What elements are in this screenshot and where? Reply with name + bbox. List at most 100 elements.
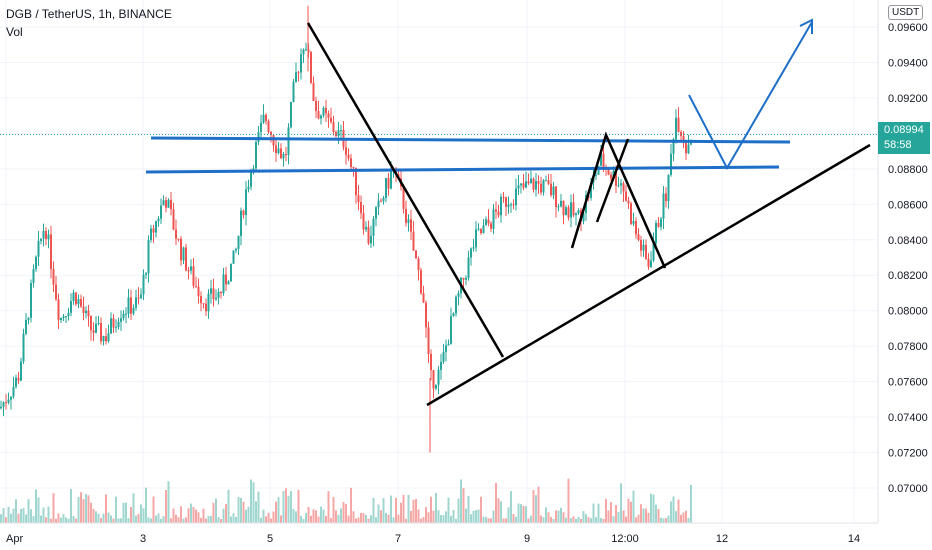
volume-bar: [30, 509, 32, 523]
volume-bar: [505, 518, 507, 523]
candle-body: [540, 183, 542, 193]
candle-body: [617, 185, 620, 187]
volume-bar: [375, 517, 377, 523]
volume-bar: [232, 513, 235, 523]
candle-body: [387, 178, 390, 189]
zigzag-pattern[interactable]: [570, 131, 667, 269]
volume-bar: [340, 508, 342, 523]
candle-body: [55, 284, 57, 300]
candle-body: [127, 297, 130, 314]
ascending-trendline[interactable]: [426, 143, 871, 407]
price-tick-label: 0.08800: [888, 164, 928, 176]
volume-bar: [307, 506, 310, 523]
candle-body: [267, 120, 270, 133]
volume-bar: [395, 497, 397, 523]
candle-body: [80, 299, 82, 307]
last-price-tag: 0.08994 58:58: [878, 122, 930, 154]
candle-body: [362, 213, 365, 230]
volume-bar: [460, 479, 462, 523]
candle-body: [140, 294, 142, 299]
projected-path[interactable]: [688, 21, 813, 171]
volume-bar: [0, 514, 2, 523]
volume-bar: [217, 517, 220, 523]
volume-bar: [647, 512, 650, 523]
volume-bar: [655, 504, 657, 523]
volume-bar: [517, 503, 520, 523]
volume-bar: [615, 505, 617, 523]
candle-body: [87, 310, 90, 317]
volume-bar: [142, 508, 145, 523]
volume-bar: [610, 502, 612, 523]
candle-body: [330, 117, 332, 122]
symbol-title[interactable]: DGB / TetherUS, 1h, BINANCE: [6, 7, 172, 21]
volume-bar: [372, 497, 375, 523]
volume-bar: [137, 513, 140, 523]
candle-body: [40, 238, 42, 241]
volume-bar: [585, 514, 587, 523]
candle-body: [352, 167, 355, 169]
volume-label[interactable]: Vol: [6, 25, 23, 39]
candle-body: [257, 132, 260, 143]
volume-bar: [360, 512, 362, 523]
descending-line[interactable]: [306, 22, 505, 358]
volume-bar: [682, 512, 685, 523]
volume-bar: [315, 510, 317, 523]
volume-bar: [617, 512, 620, 523]
resistance-line[interactable]: [150, 136, 791, 144]
volume-bar: [295, 511, 297, 523]
candle-body: [297, 72, 300, 74]
zigzag-cross-line[interactable]: [595, 138, 630, 223]
candle-body: [50, 234, 52, 270]
volume-bar: [497, 498, 500, 523]
candle-body: [512, 204, 515, 206]
candle-body: [505, 197, 507, 207]
candle-body: [415, 250, 417, 259]
volume-bar: [600, 518, 602, 523]
candle-body: [290, 101, 292, 128]
volume-bar: [77, 496, 80, 523]
candle-body: [445, 345, 447, 353]
candle-body: [517, 185, 520, 189]
time-axis[interactable]: Apr 3 5 7 9 12:00 12 14: [6, 533, 860, 545]
candle-body: [450, 316, 452, 344]
candle-body: [565, 207, 567, 215]
volume-bar: [525, 506, 527, 523]
volume-bar: [132, 493, 135, 523]
currency-button[interactable]: USDT: [888, 5, 924, 20]
volume-bar: [47, 506, 50, 523]
candle-body: [202, 303, 205, 305]
volume-bar: [287, 495, 290, 523]
candle-body: [192, 266, 195, 286]
candle-body: [160, 205, 162, 219]
price-axis[interactable]: 0.096000.094000.092000.090000.088000.086…: [888, 22, 928, 495]
candle-body: [187, 270, 190, 272]
volume-bar: [555, 510, 557, 523]
candle-body: [472, 247, 475, 249]
volume-bar: [125, 502, 127, 523]
volume-bar: [150, 518, 152, 523]
support-line[interactable]: [145, 165, 780, 174]
price-tick-label: 0.07000: [888, 483, 928, 495]
candle-body: [475, 229, 477, 248]
candle-body: [602, 153, 605, 168]
volume-bar: [140, 504, 142, 523]
time-tick-label: 12:00: [611, 533, 639, 545]
volume-bar: [632, 490, 635, 523]
candle-body: [520, 183, 522, 186]
drawings[interactable]: [145, 18, 871, 407]
volume-bar: [182, 518, 185, 523]
candle-body: [412, 231, 415, 251]
volume-bar: [405, 518, 407, 523]
candle-body: [405, 208, 407, 223]
volume-bar: [637, 514, 640, 523]
volume-bar: [57, 513, 60, 523]
volume-bar: [322, 509, 325, 523]
time-tick-label: 9: [524, 533, 530, 545]
volume-bar: [622, 510, 625, 523]
volume-bar: [180, 506, 182, 523]
candle-body: [235, 248, 237, 251]
candle-body: [240, 210, 242, 236]
candle-body: [420, 270, 422, 294]
volume-bar: [672, 496, 675, 523]
